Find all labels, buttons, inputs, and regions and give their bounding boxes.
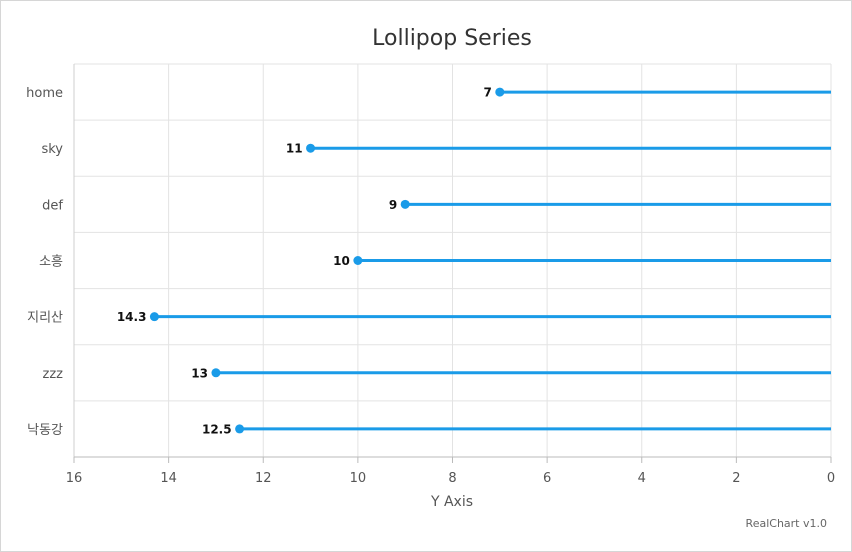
data-label: 14.3 <box>117 310 147 324</box>
lollipop-point <box>353 256 363 265</box>
value-axis-tick-label: 4 <box>638 471 646 486</box>
category-label: def <box>42 198 63 213</box>
value-axis-tick-label: 6 <box>543 471 551 486</box>
value-axis-tick-label: 2 <box>732 471 740 486</box>
lollipop-point <box>149 312 159 322</box>
lollipop-point <box>211 368 221 378</box>
lollipop-series: 7 11 9 10 14.3 13 12.5 <box>117 86 831 436</box>
value-axis-title: Y Axis <box>430 494 473 510</box>
value-axis-tick-label: 10 <box>350 471 367 486</box>
value-axis-tick-label: 8 <box>448 471 456 486</box>
value-axis-tick-label: 12 <box>255 471 272 486</box>
data-label: 12.5 <box>202 422 232 436</box>
credit-label: RealChart v1.0 <box>746 517 827 530</box>
lollipop-point <box>235 424 245 434</box>
category-label: zzz <box>43 367 64 382</box>
value-axis-tick-label: 0 <box>827 471 835 486</box>
category-label: home <box>26 86 63 101</box>
chart-title: Lollipop Series <box>372 26 532 51</box>
category-label: 지리산 <box>27 311 63 326</box>
category-label: 낙동강 <box>27 423 63 438</box>
data-label: 13 <box>191 366 208 380</box>
data-label: 10 <box>333 254 350 268</box>
lollipop-point <box>495 87 505 97</box>
value-axis-tick-label: 16 <box>66 471 83 486</box>
data-label: 9 <box>389 198 397 212</box>
value-axis: 16 14 12 10 8 6 4 2 0 <box>66 457 835 486</box>
value-axis-tick-label: 14 <box>160 471 177 486</box>
data-label: 7 <box>483 86 491 100</box>
category-label: sky <box>41 142 63 157</box>
data-label: 11 <box>286 142 303 156</box>
category-label: 소흥 <box>39 255 63 270</box>
lollipop-point <box>400 199 410 209</box>
lollipop-point <box>306 143 316 153</box>
